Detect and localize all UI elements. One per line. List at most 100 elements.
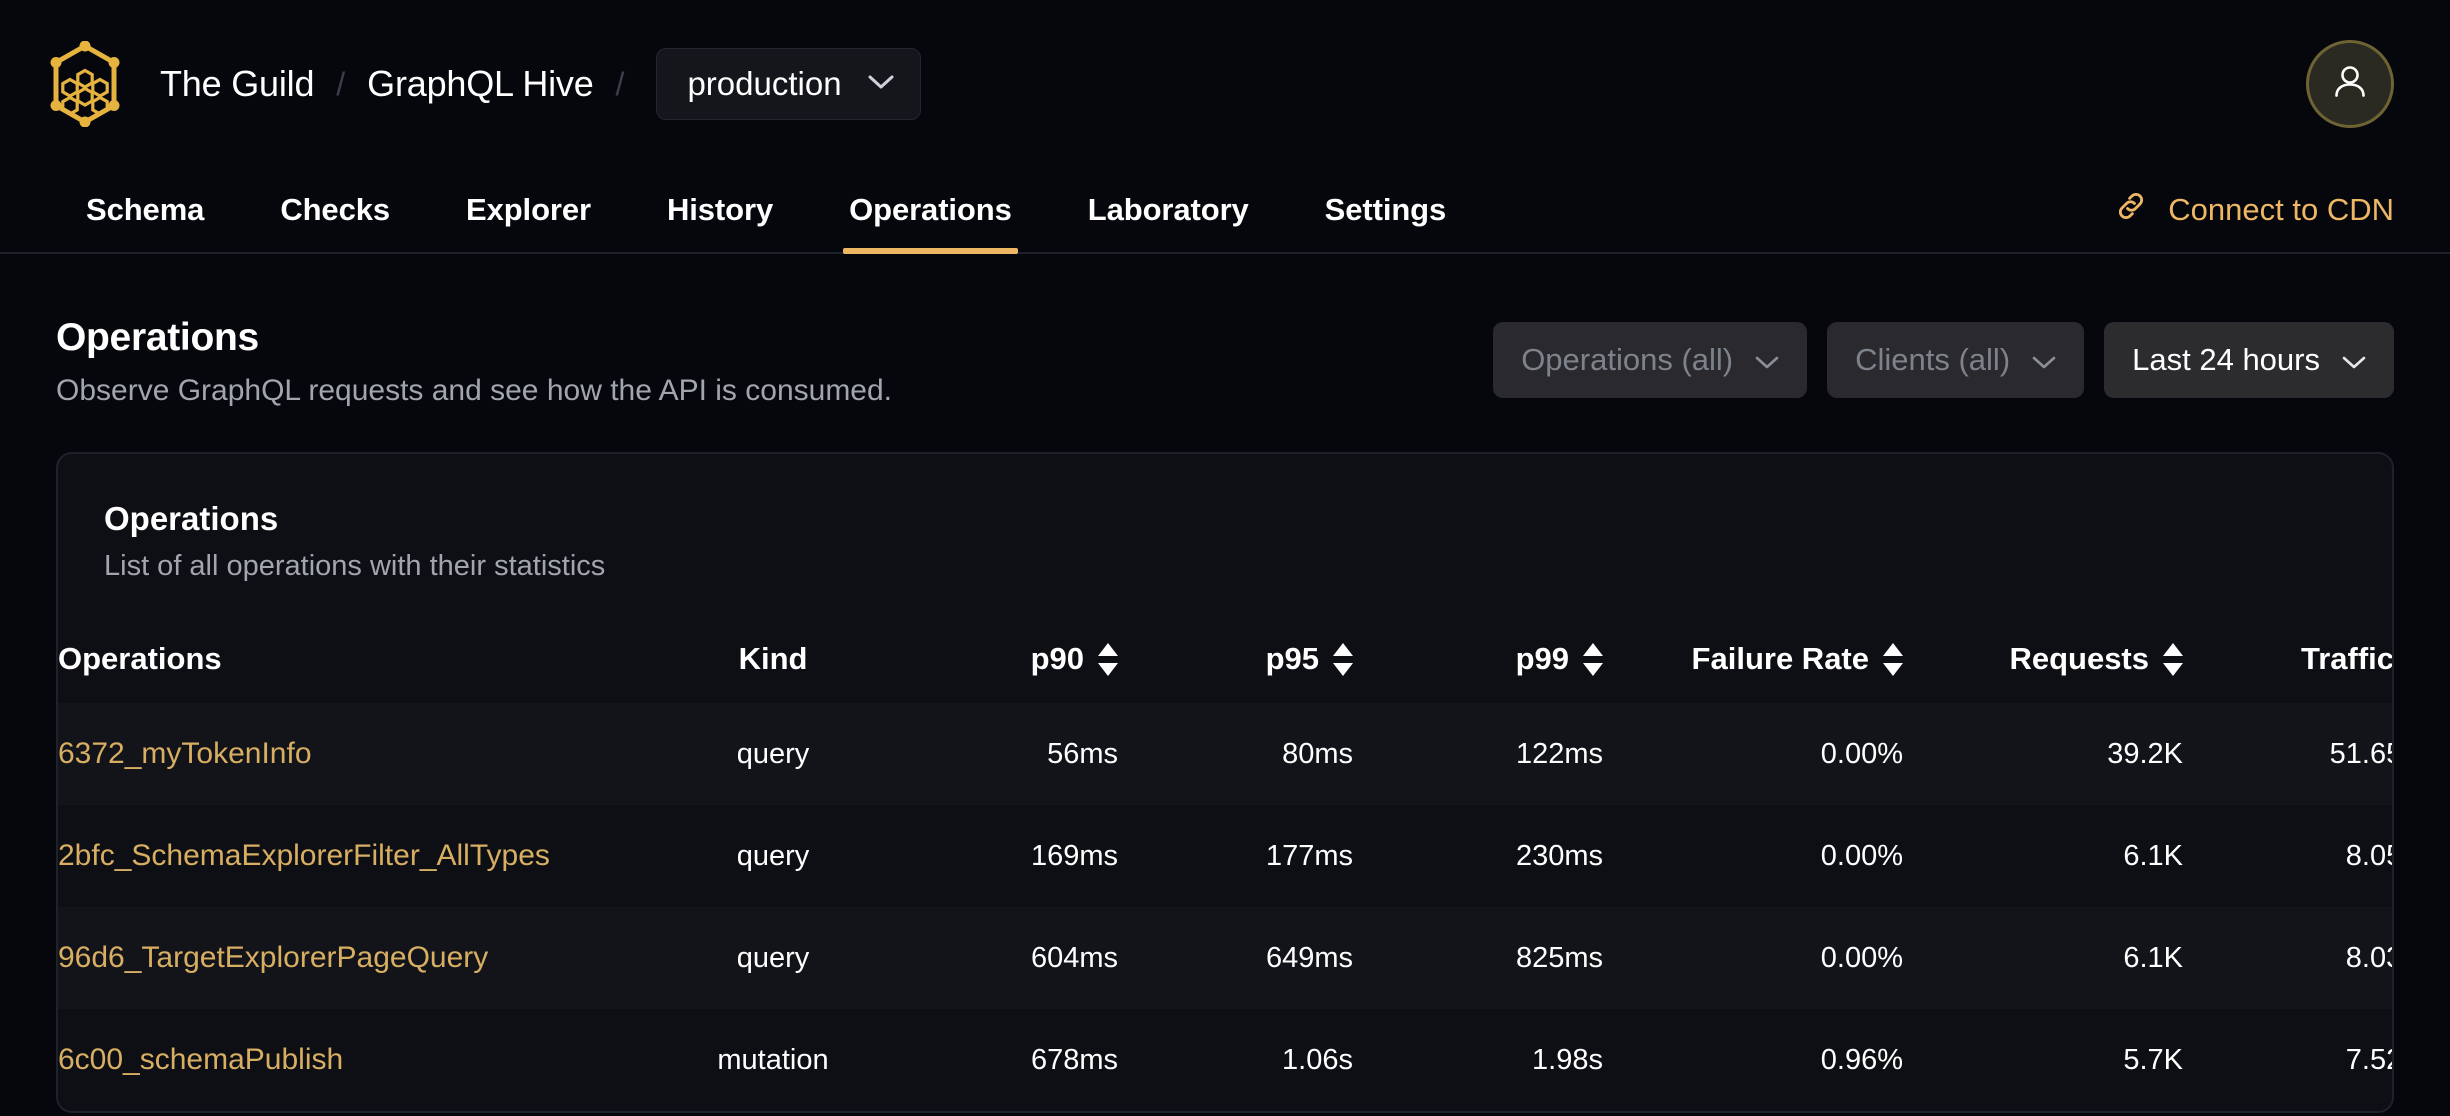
chevron-down-icon bbox=[868, 74, 894, 95]
chevron-down-icon bbox=[2342, 342, 2366, 378]
sort-toggle-icon[interactable] bbox=[1883, 642, 1903, 676]
sort-toggle-icon[interactable] bbox=[1098, 642, 1118, 676]
column-label: Requests bbox=[2009, 641, 2149, 676]
cell-requests: 6.1K bbox=[2123, 941, 2183, 974]
cell-p95: 649ms bbox=[1265, 941, 1353, 974]
column-label: p99 bbox=[1515, 641, 1569, 676]
connect-to-cdn-button[interactable]: Connect to CDN bbox=[2114, 168, 2394, 252]
operation-link[interactable]: 2bfc_SchemaExplorerFilter_AllTypes bbox=[58, 839, 550, 872]
cell-operation: 6c00_schemaPublish bbox=[58, 1009, 658, 1111]
operation-link[interactable]: 96d6_TargetExplorerPageQuery bbox=[58, 941, 489, 974]
operations-filter-dropdown[interactable]: Operations (all) bbox=[1493, 322, 1808, 398]
nav-item-label: Schema bbox=[86, 192, 205, 227]
table-row[interactable]: 2bfc_SchemaExplorerFilter_AllTypes query… bbox=[58, 805, 2392, 907]
operations-card-subtitle: List of all operations with their statis… bbox=[104, 550, 606, 582]
clients-filter-dropdown[interactable]: Clients (all) bbox=[1827, 322, 2085, 398]
table-row[interactable]: 6372_myTokenInfo query 56ms 80ms 122ms 0… bbox=[58, 703, 2392, 805]
cell-p90: 56ms bbox=[1047, 737, 1118, 770]
cell-traffic: 8.03% bbox=[2345, 941, 2392, 974]
cell-traffic: 7.52% bbox=[2345, 1043, 2392, 1076]
hive-hexagon-logo[interactable] bbox=[48, 41, 122, 127]
nav-item-schema[interactable]: Schema bbox=[48, 168, 242, 252]
cell-traffic: 8.05% bbox=[2345, 839, 2392, 872]
connect-to-cdn-label: Connect to CDN bbox=[2168, 192, 2394, 227]
cell-requests: 6.1K bbox=[2123, 839, 2183, 872]
cell-failure-rate: 0.96% bbox=[1820, 1043, 1903, 1076]
cell-p99: 230ms bbox=[1515, 839, 1603, 872]
filter-bar: Operations (all) Clients (all) Last 24 h… bbox=[1493, 322, 2394, 398]
page-title: Operations bbox=[56, 316, 259, 359]
cell-p99: 122ms bbox=[1515, 737, 1603, 770]
table-header-row: Operations Kind p90 p95 bbox=[58, 617, 2392, 703]
cell-requests: 5.7K bbox=[2123, 1043, 2183, 1076]
table-row[interactable]: 96d6_TargetExplorerPageQuery query 604ms… bbox=[58, 907, 2392, 1009]
cell-failure-rate: 0.00% bbox=[1820, 737, 1903, 770]
operation-link[interactable]: 6372_myTokenInfo bbox=[58, 737, 312, 770]
column-label: p90 bbox=[1030, 641, 1084, 676]
cell-p99: 825ms bbox=[1515, 941, 1603, 974]
cell-p99: 1.98s bbox=[1532, 1043, 1603, 1076]
cell-kind: mutation bbox=[717, 1043, 829, 1076]
nav-item-label: Laboratory bbox=[1087, 192, 1249, 227]
table-row[interactable]: 6c00_schemaPublish mutation 678ms 1.06s … bbox=[58, 1009, 2392, 1111]
top-bar: The Guild / GraphQL Hive / production bbox=[0, 0, 2450, 168]
page-header-text: Operations Observe GraphQL requests and … bbox=[56, 316, 892, 408]
nav-item-explorer[interactable]: Explorer bbox=[428, 168, 629, 252]
operations-table-body: 6372_myTokenInfo query 56ms 80ms 122ms 0… bbox=[58, 703, 2392, 1111]
operations-card-header: Operations List of all operations with t… bbox=[58, 454, 2392, 583]
cell-operation: 2bfc_SchemaExplorerFilter_AllTypes bbox=[58, 805, 658, 907]
chevron-down-icon bbox=[1755, 342, 1779, 378]
column-header-requests[interactable]: Requests bbox=[1903, 617, 2183, 703]
breadcrumb-org[interactable]: The Guild bbox=[160, 63, 315, 104]
column-header-p95[interactable]: p95 bbox=[1118, 617, 1353, 703]
nav-item-label: Checks bbox=[280, 192, 390, 227]
cell-p95: 80ms bbox=[1282, 737, 1353, 770]
operation-link[interactable]: 6c00_schemaPublish bbox=[58, 1043, 344, 1076]
cell-p90: 169ms bbox=[1030, 839, 1118, 872]
nav-item-history[interactable]: History bbox=[629, 168, 811, 252]
operations-card-title: Operations bbox=[104, 500, 279, 537]
user-avatar-icon bbox=[2328, 60, 2372, 109]
nav-item-checks[interactable]: Checks bbox=[242, 168, 428, 252]
nav-item-label: Settings bbox=[1324, 192, 1447, 227]
link-chain-icon bbox=[2114, 189, 2148, 231]
cell-kind: query bbox=[736, 737, 810, 770]
time-range-dropdown[interactable]: Last 24 hours bbox=[2104, 322, 2394, 398]
column-header-p90[interactable]: p90 bbox=[888, 617, 1118, 703]
cell-kind: query bbox=[736, 941, 810, 974]
cell-operation: 6372_myTokenInfo bbox=[58, 703, 658, 805]
avatar[interactable] bbox=[2306, 40, 2394, 128]
operations-card: Operations List of all operations with t… bbox=[56, 452, 2394, 1113]
column-header-traffic[interactable]: Traffic bbox=[2183, 617, 2392, 703]
sort-toggle-icon[interactable] bbox=[2163, 642, 2183, 676]
nav-item-operations[interactable]: Operations bbox=[811, 168, 1050, 254]
nav-item-label: Explorer bbox=[466, 192, 591, 227]
column-label: p95 bbox=[1265, 641, 1319, 676]
page-subtitle: Observe GraphQL requests and see how the… bbox=[56, 374, 893, 407]
cell-p90: 604ms bbox=[1030, 941, 1118, 974]
nav-item-list: Schema Checks Explorer History Operation… bbox=[48, 168, 1485, 254]
column-header-failure-rate[interactable]: Failure Rate bbox=[1603, 617, 1903, 703]
column-label: Kind bbox=[738, 641, 808, 676]
main-nav: Schema Checks Explorer History Operation… bbox=[0, 168, 2450, 254]
nav-item-label: Operations bbox=[849, 192, 1012, 227]
operations-filter-label: Operations (all) bbox=[1521, 342, 1734, 377]
breadcrumb-project[interactable]: GraphQL Hive bbox=[367, 63, 594, 104]
environment-select[interactable]: production bbox=[656, 48, 921, 120]
breadcrumb-separator-1: / bbox=[336, 65, 346, 102]
cell-kind: query bbox=[736, 839, 810, 872]
cell-requests: 39.2K bbox=[2107, 737, 2183, 770]
breadcrumb: The Guild / GraphQL Hive / production bbox=[48, 41, 921, 127]
sort-toggle-icon[interactable] bbox=[1583, 642, 1603, 676]
cell-p90: 678ms bbox=[1030, 1043, 1118, 1076]
breadcrumb-separator-2: / bbox=[615, 65, 625, 102]
column-label: Failure Rate bbox=[1691, 641, 1869, 676]
cell-failure-rate: 0.00% bbox=[1820, 941, 1903, 974]
column-header-kind: Kind bbox=[658, 617, 888, 703]
time-range-label: Last 24 hours bbox=[2132, 342, 2320, 377]
nav-item-settings[interactable]: Settings bbox=[1287, 168, 1485, 252]
column-header-p99[interactable]: p99 bbox=[1353, 617, 1603, 703]
nav-item-laboratory[interactable]: Laboratory bbox=[1050, 168, 1287, 252]
sort-toggle-icon[interactable] bbox=[1333, 642, 1353, 676]
column-header-operations: Operations bbox=[58, 617, 658, 703]
